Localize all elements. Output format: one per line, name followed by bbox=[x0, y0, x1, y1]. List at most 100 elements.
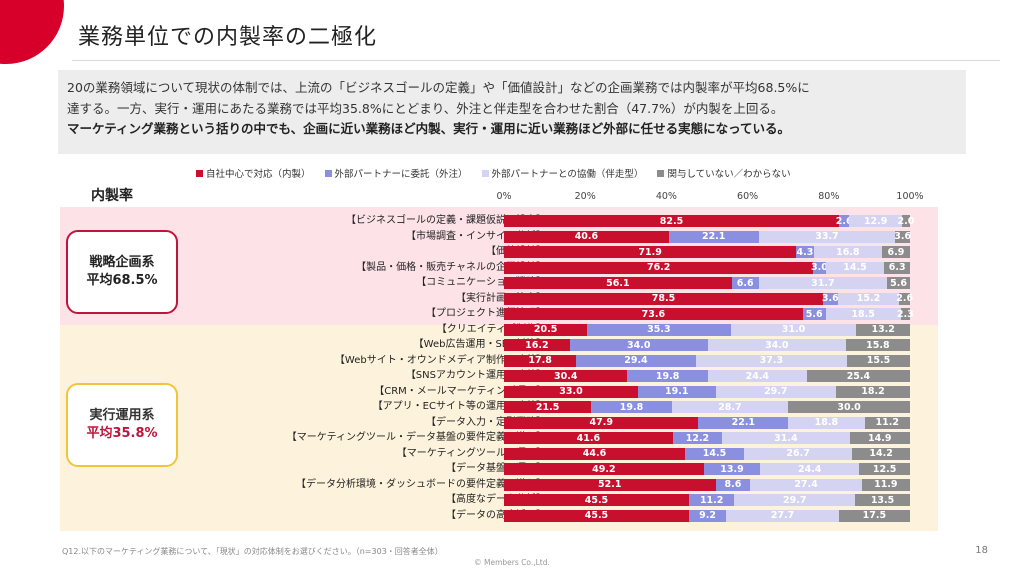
bar-segment-value: 3.6 bbox=[894, 230, 912, 243]
execution-group-average: 平均35.8% bbox=[86, 426, 158, 441]
chart-row: 【データ分析環境・ダッシュボードの要件定義・導入】 52.1 8.6 27.4 11.9 bbox=[60, 478, 938, 492]
legend-item: 関与していない／わからない bbox=[657, 166, 791, 180]
category-label: 【コミュニケーション戦略】 bbox=[416, 277, 546, 288]
bar-segment-value: 47.9 bbox=[504, 416, 699, 429]
category-label: 【データ分析環境・ダッシュボードの要件定義・導入】 bbox=[296, 478, 546, 490]
stacked-bar: 20.5 35.3 31.0 13.2 bbox=[504, 323, 910, 336]
chart-row: 【プロジェクト進行管理】 73.6 5.6 18.5 2.3 bbox=[60, 307, 938, 321]
legend-label: 関与していない／わからない bbox=[667, 169, 791, 180]
bar-segment-value: 28.7 bbox=[671, 401, 789, 413]
percent-axis: 0% 20% 40% 60% 80% 100% bbox=[496, 191, 923, 203]
summary-line-1: 20の業務領域について現状の体制では、上流の「ビジネスゴールの定義」や「価値設計… bbox=[67, 80, 810, 95]
legend-item: 外部パートナーに委託（外注） bbox=[324, 166, 468, 180]
bar-segment-value: 33.0 bbox=[504, 385, 638, 398]
chart-row: 【Webサイト・オウンドメディア制作・改善】 17.8 29.4 37.3 15.5 bbox=[60, 354, 938, 368]
bar-segment-value: 29.7 bbox=[734, 494, 856, 506]
bar-segment-value: 2.0 bbox=[897, 215, 915, 227]
category-label: 【データ基盤の運用】 bbox=[446, 463, 546, 474]
stacked-bar: 30.4 19.8 24.4 25.4 bbox=[504, 370, 910, 382]
bar-segment-value: 37.3 bbox=[695, 354, 848, 367]
bar-segment-value: 19.8 bbox=[591, 401, 672, 413]
bar-segment-value: 30.0 bbox=[788, 401, 910, 413]
bar-segment-value: 4.3 bbox=[796, 246, 814, 258]
bar-segment-value: 29.4 bbox=[576, 354, 696, 367]
bar-segment-value: 13.2 bbox=[856, 323, 910, 336]
chart-legend: 自社中心で対応（内製） 外部パートナーに委託（外注） 外部パートナーとの協働（伴走型… bbox=[196, 166, 791, 180]
axis-tick-label: 100% bbox=[896, 191, 924, 202]
bar-segment-value: 30.4 bbox=[504, 370, 628, 382]
bar-segment-value: 9.2 bbox=[688, 509, 727, 522]
bar-segment-value: 20.5 bbox=[504, 323, 588, 336]
stacked-bar: 45.5 11.2 29.7 13.5 bbox=[504, 494, 910, 506]
bar-segment-value: 5.6 bbox=[887, 277, 910, 289]
bar-segment-value: 49.2 bbox=[504, 463, 704, 475]
bar-segment-value: 82.5 bbox=[504, 215, 839, 227]
bar-segment-value: 14.2 bbox=[852, 447, 910, 460]
bar-segment-value: 52.1 bbox=[504, 478, 716, 491]
stacked-bar: 49.2 13.9 24.4 12.5 bbox=[504, 463, 910, 475]
title-divider bbox=[72, 60, 1000, 61]
inhouse-rate-label: 内製率 bbox=[91, 188, 133, 204]
chart-row: 【市場調査・インサイト分析】 40.6 22.1 33.7 3.6 bbox=[60, 230, 938, 244]
legend-swatch bbox=[324, 169, 332, 177]
corner-decoration bbox=[0, 0, 66, 66]
bar-segment-value: 17.8 bbox=[504, 354, 577, 367]
chart-row: 【データの高度活用】 45.5 9.2 27.7 17.5 bbox=[60, 509, 938, 523]
legend-item: 外部パートナーとの協働（伴走型） bbox=[481, 166, 644, 180]
chart-row: 【データ基盤の運用】 49.2 13.9 24.4 12.5 bbox=[60, 462, 938, 476]
axis-tick-label: 80% bbox=[818, 191, 840, 202]
axis-tick-label: 0% bbox=[496, 191, 512, 202]
bar-segment-value: 6.9 bbox=[881, 246, 910, 258]
bar-segment-value: 17.5 bbox=[838, 509, 910, 522]
stacked-bar: 71.9 4.3 16.8 6.9 bbox=[504, 246, 910, 258]
bar-segment-value: 19.1 bbox=[637, 385, 716, 398]
bar-segment-value: 33.7 bbox=[758, 230, 896, 243]
bar-segment-value: 3.6 bbox=[821, 292, 839, 305]
category-label: 【Webサイト・オウンドメディア制作・改善】 bbox=[334, 354, 546, 366]
stacked-bar: 16.2 34.0 34.0 15.8 bbox=[504, 339, 910, 351]
bar-segment-value: 71.9 bbox=[504, 246, 797, 258]
bar-segment-value: 12.5 bbox=[859, 463, 910, 475]
stacked-bar: 41.6 12.2 31.4 14.9 bbox=[504, 432, 910, 444]
bar-segment-value: 41.6 bbox=[504, 432, 673, 444]
summary-line-2: 達する。一方、実行・運用にあたる業務では平均35.8%にとどまり、外注と伴走型を… bbox=[67, 100, 784, 116]
legend-swatch bbox=[657, 169, 665, 177]
chart-row: 【SNSアカウント運用・改善】 30.4 19.8 24.4 25.4 bbox=[60, 369, 938, 383]
stacked-bar: 82.5 2.6 12.9 2.0 bbox=[504, 215, 915, 227]
chart-row: 【高度なデータ分析】 45.5 11.2 29.7 13.5 bbox=[60, 493, 938, 507]
summary-box: 20の業務領域について現状の体制では、上流の「ビジネスゴールの定義」や「価値設計… bbox=[58, 70, 966, 154]
chart-row: 【製品・価格・販売チャネルの企画設計】 76.2 3.0 14.5 6.3 bbox=[60, 261, 938, 275]
bar-segment-value: 11.2 bbox=[864, 416, 910, 429]
copyright: © Members Co.,Ltd. bbox=[474, 558, 550, 567]
bar-segment-value: 2.6 bbox=[896, 292, 914, 305]
legend-label: 外部パートナーに委託（外注） bbox=[334, 169, 468, 180]
bar-segment-value: 34.0 bbox=[569, 339, 708, 351]
bar-segment-value: 6.3 bbox=[884, 261, 910, 274]
stacked-bar: 45.5 9.2 27.7 17.5 bbox=[504, 509, 910, 522]
bar-segment-value: 12.2 bbox=[672, 432, 723, 444]
bar-segment-value: 11.9 bbox=[861, 478, 910, 491]
bar-segment-value: 6.6 bbox=[731, 277, 759, 289]
execution-group-box: 実行運用系 平均35.8% bbox=[66, 383, 178, 467]
bar-segment-value: 31.4 bbox=[722, 432, 850, 444]
legend-swatch bbox=[481, 169, 489, 177]
stacked-bar: 47.9 22.1 18.8 11.2 bbox=[504, 416, 910, 429]
category-label: 【クリエイティブ制作】 bbox=[436, 323, 546, 335]
bar-segment-value: 40.6 bbox=[504, 230, 669, 243]
bar-segment-value: 24.4 bbox=[707, 370, 807, 382]
bar-segment-value: 3.0 bbox=[811, 261, 828, 274]
bar-segment-value: 78.5 bbox=[504, 292, 824, 305]
chart-row: 【Web広告運用・SEO対策】 16.2 34.0 34.0 15.8 bbox=[60, 338, 938, 352]
bar-segment-value: 5.6 bbox=[802, 308, 826, 320]
legend-label: 外部パートナーとの協働（伴走型） bbox=[491, 169, 644, 180]
bar-segment-value: 2.6 bbox=[835, 215, 853, 227]
stacked-bar: 56.1 6.6 31.7 5.6 bbox=[504, 277, 910, 289]
legend-label: 自社中心で対応（内製） bbox=[206, 169, 311, 180]
bar-segment-value: 56.1 bbox=[504, 277, 732, 289]
stacked-bar: 73.6 5.6 18.5 2.3 bbox=[504, 308, 914, 320]
bar-segment-value: 31.7 bbox=[758, 277, 888, 289]
bar-segment-value: 15.5 bbox=[847, 354, 910, 367]
bar-segment-value: 19.8 bbox=[627, 370, 708, 382]
category-label: 【CRM・メールマーケティング運用】 bbox=[374, 385, 546, 397]
bar-segment-value: 16.8 bbox=[813, 246, 882, 258]
